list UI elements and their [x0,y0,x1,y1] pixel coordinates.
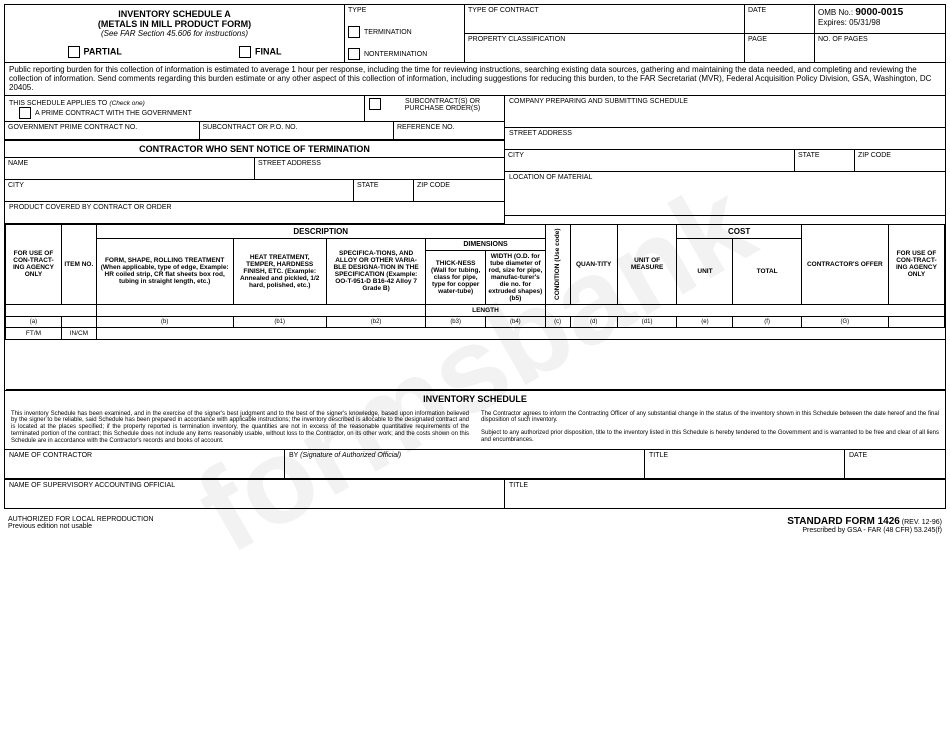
nontermination-checkbox[interactable] [348,48,360,60]
footer: AUTHORIZED FOR LOCAL REPRODUCTION Previo… [4,513,946,537]
partial-checkbox[interactable] [68,46,80,58]
form-container: INVENTORY SCHEDULE A (METALS IN MILL PRO… [4,4,946,509]
header-row: INVENTORY SCHEDULE A (METALS IN MILL PRO… [5,5,945,63]
signature-row-2: NAME OF SUPERVISORY ACCOUNTING OFFICIAL … [5,479,945,508]
final-option[interactable]: FINAL [239,46,282,58]
title-block: INVENTORY SCHEDULE A (METALS IN MILL PRO… [5,5,345,62]
type-block: TYPE TERMINATION NONTERMINATION [345,5,465,62]
omb-block: OMB No.: 9000-0015 Expires: 05/31/98 [815,5,945,33]
applies-block: THIS SCHEDULE APPLIES TO (Check one) A P… [5,96,505,224]
date-label: DATE [745,5,815,33]
form-subtitle: (METALS IN MILL PRODUCT FORM) [9,19,340,29]
signature-row-1: NAME OF CONTRACTOR BY (Signature of Auth… [5,449,945,479]
property-class-label: PROPERTY CLASSIFICATION [465,34,745,62]
contract-info-block: TYPE OF CONTRACT DATE OMB No.: 9000-0015… [465,5,945,62]
termination-checkbox[interactable] [348,26,360,38]
final-checkbox[interactable] [239,46,251,58]
page-label: PAGE [745,34,815,62]
inventory-schedule-header: INVENTORY SCHEDULE [5,390,945,407]
description-table: FOR USE OF CON-TRACT-ING AGENCY ONLY ITE… [5,224,945,390]
prime-checkbox[interactable] [19,107,31,119]
type-label: TYPE [348,7,461,14]
no-pages-label: NO. OF PAGES [815,34,945,62]
type-contract-label: TYPE OF CONTRACT [465,5,745,33]
contractor-section-header: CONTRACTOR WHO SENT NOTICE OF TERMINATIO… [5,140,504,158]
partial-option[interactable]: PARTIAL [68,46,122,58]
burden-statement: Public reporting burden for this collect… [5,63,945,96]
sub-checkbox[interactable] [369,98,381,110]
company-block: COMPANY PREPARING AND SUBMITTING SCHEDUL… [505,96,945,224]
inventory-schedule-text: This inventory Schedule has been examine… [5,407,945,449]
form-title: INVENTORY SCHEDULE A [9,9,340,19]
form-instructions: (See FAR Section 45.606 for instructions… [9,29,340,38]
applies-company-row: THIS SCHEDULE APPLIES TO (Check one) A P… [5,96,945,224]
